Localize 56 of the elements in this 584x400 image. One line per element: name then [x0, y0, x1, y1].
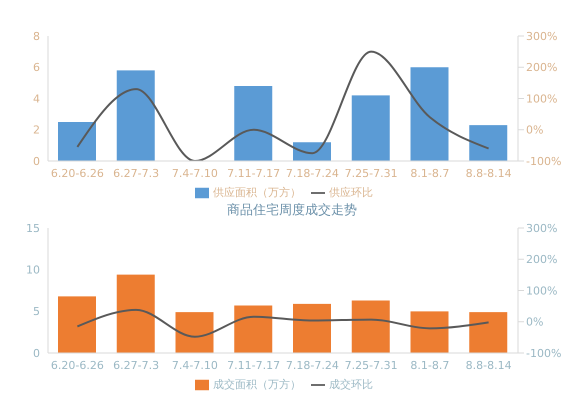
- line-series: [76, 308, 490, 338]
- bar: [234, 86, 272, 161]
- x-tick-label: 7.11-7.17: [227, 166, 280, 180]
- chart-title: 商品住宅周度成交走势: [226, 202, 358, 220]
- y2-tick-label: 300%: [526, 30, 558, 43]
- x-tick-label: 7.4-7.10: [172, 166, 218, 180]
- bar: [469, 312, 508, 353]
- y2-tick-label: 200%: [526, 253, 558, 266]
- legend-label: 成交环比: [329, 378, 373, 391]
- x-tick-label: 8.8-8.14: [466, 358, 512, 372]
- x-tick-label: 7.25-7.31: [344, 358, 398, 372]
- legend-label: 成交面积（万方）: [213, 378, 301, 391]
- bar: [116, 70, 155, 161]
- x-tick-label: 8.8-8.14: [466, 166, 512, 180]
- bar: [58, 296, 96, 353]
- x-tick-label: 6.27-7.3: [113, 166, 160, 180]
- x-tick-label: 7.25-7.31: [344, 166, 398, 180]
- y-tick-label: 8: [33, 30, 40, 43]
- x-tick-label: 7.18-7.24: [286, 358, 339, 372]
- y2-tick-label: 0%: [526, 124, 544, 137]
- y2-tick-label: -100%: [526, 154, 562, 168]
- line-series: [76, 50, 490, 161]
- bar: [352, 300, 390, 353]
- bar: [58, 122, 96, 161]
- x-tick-label: 8.1-8.7: [410, 166, 450, 180]
- y-tick-label: 0: [33, 154, 40, 168]
- x-tick-label: 6.20-6.26: [50, 166, 104, 180]
- bar: [176, 312, 214, 353]
- bar: [293, 304, 331, 353]
- x-tick-label: 6.27-7.3: [113, 358, 160, 372]
- y-tick-label: 6: [33, 61, 40, 74]
- bar: [469, 125, 508, 161]
- y-tick-label: 5: [33, 305, 40, 318]
- y-tick-label: 15: [26, 222, 40, 235]
- y2-tick-label: 200%: [526, 61, 558, 74]
- bar: [116, 274, 155, 353]
- y2-tick-label: 0%: [526, 316, 544, 329]
- y2-tick-label: 100%: [526, 284, 558, 298]
- x-tick-label: 7.11-7.17: [227, 358, 280, 372]
- bar: [234, 306, 272, 353]
- x-tick-label: 7.4-7.10: [172, 358, 218, 372]
- y-tick-label: 2: [33, 124, 40, 137]
- x-tick-label: 7.18-7.24: [286, 166, 339, 180]
- x-tick-label: 8.1-8.7: [410, 358, 450, 372]
- legend-label: 供应面积（万方）: [213, 186, 301, 199]
- y2-tick-label: 100%: [526, 92, 558, 106]
- y-tick-label: 0: [33, 346, 40, 360]
- legend-label: 供应环比: [329, 186, 373, 199]
- x-tick-label: 6.20-6.26: [50, 358, 104, 372]
- y-tick-label: 4: [33, 92, 40, 106]
- bar: [352, 95, 390, 161]
- y-tick-label: 10: [26, 264, 40, 277]
- bar: [410, 67, 448, 161]
- y2-tick-label: 300%: [526, 222, 558, 235]
- bar: [410, 311, 448, 353]
- y2-tick-label: -100%: [526, 346, 562, 360]
